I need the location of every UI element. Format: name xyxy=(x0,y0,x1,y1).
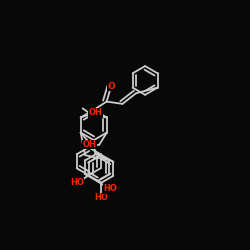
Text: HO: HO xyxy=(70,178,84,187)
Text: HO: HO xyxy=(104,184,118,193)
Text: O: O xyxy=(107,82,115,91)
Text: OH: OH xyxy=(89,108,102,118)
Text: O: O xyxy=(89,112,97,120)
Text: OH: OH xyxy=(83,140,97,149)
Text: HO: HO xyxy=(94,193,108,202)
